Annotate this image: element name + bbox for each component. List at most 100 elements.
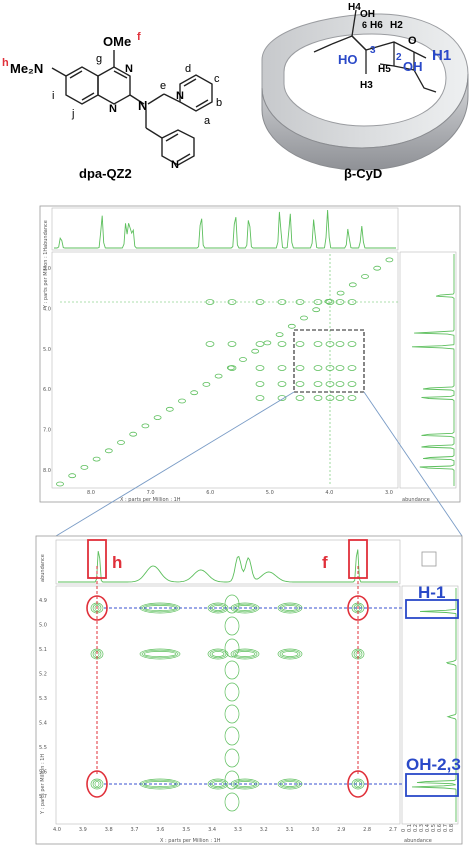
zoom-ridge-peak xyxy=(224,770,240,790)
dpa-qz2-structure xyxy=(51,50,213,166)
zoom-cross-peak xyxy=(139,648,181,660)
zoom-cross-peak xyxy=(234,651,256,657)
atom-o: O xyxy=(408,35,417,47)
atom-h5: H5 xyxy=(378,64,391,75)
cross-peak xyxy=(255,365,265,371)
ring-n-2: N xyxy=(109,103,117,115)
zoom-corner-square xyxy=(421,551,437,567)
pyridine-n-2: N xyxy=(171,159,179,171)
x-tick-full: 3.0 xyxy=(385,490,393,496)
diagonal-peak xyxy=(348,282,357,288)
zoom-y-tick: 5.1 xyxy=(39,647,47,653)
zoom-x-tick: 3.0 xyxy=(311,827,319,833)
zoom-projection-top xyxy=(55,539,401,585)
atom-c2: 2 xyxy=(396,52,402,63)
cross-peak xyxy=(335,395,345,401)
box-h1 xyxy=(405,599,459,619)
zoom-x-tick: 2.9 xyxy=(337,827,345,833)
zoom-y-tick: 5.7 xyxy=(39,794,47,800)
pos-g: g xyxy=(96,53,102,65)
pos-j: j xyxy=(71,108,74,120)
tag-f: f xyxy=(137,31,141,43)
zoom-right-tick: 0.2 xyxy=(413,824,419,832)
zoom-cross-peak xyxy=(230,648,260,660)
x-axis-label-full: X : parts per Million : 1H xyxy=(120,497,181,503)
zoom-cross-peak xyxy=(141,649,179,659)
zoom-y-axis-label: Y : parts per Million : 1H xyxy=(40,754,46,815)
zoom-right-tick: 0 xyxy=(401,829,407,832)
pos-d: d xyxy=(185,63,191,75)
zoom-cross-peak xyxy=(279,649,301,659)
zoom-projection-right xyxy=(401,585,459,825)
zoom-x-tick: 3.8 xyxy=(105,827,113,833)
label-h: h xyxy=(112,553,122,572)
tag-h: h xyxy=(2,57,9,69)
molecule-name-right: β-CyD xyxy=(344,166,382,181)
atom-c3: 3 xyxy=(370,45,376,56)
glucose-labels: H4 OH 6 H6 H2 O H1 HO 3 2 OH H3 H5 xyxy=(338,2,451,91)
zoom-x-tick: 3.5 xyxy=(182,827,190,833)
y-tick-full: 7.0 xyxy=(43,428,51,434)
y-tick-full: 8.0 xyxy=(43,468,51,474)
zoom-cross-peak xyxy=(92,779,102,789)
zoom-cross-peak xyxy=(207,778,229,790)
zoom-ridge-peak xyxy=(224,726,240,746)
y-ticks-full: 3.0 4.0 5.0 6.0 7.0 8.0 xyxy=(43,266,51,474)
diagonal-peak xyxy=(324,299,333,304)
me2n-group: Me₂N xyxy=(10,61,43,76)
glucose-unit xyxy=(313,9,437,93)
ellipse-h-h1 xyxy=(86,595,108,621)
beta-cyd-torus xyxy=(261,13,469,171)
x-tick-full: 8.0 xyxy=(87,490,95,496)
zoom-x-tick: 3.4 xyxy=(208,827,216,833)
cross-peak xyxy=(313,381,323,387)
zoom-x-tick: 3.9 xyxy=(79,827,87,833)
zoom-x-tick: 3.6 xyxy=(156,827,164,833)
cross-peak xyxy=(295,381,305,387)
label-oh23: OH-2,3 xyxy=(406,755,461,774)
zoom-x-tick: 3.7 xyxy=(131,827,139,833)
zoom-cross-peak xyxy=(207,648,229,660)
cross-peak xyxy=(205,341,215,347)
atom-oh-6: OH xyxy=(360,9,375,20)
atom-h1: H1 xyxy=(432,47,451,64)
zoom-ridge-peak xyxy=(224,792,240,812)
zoom-y-tick: 4.9 xyxy=(39,598,47,604)
molecule-panel: h Me₂N OMe f N N N N N g i j e d c b a d… xyxy=(2,2,469,181)
zoom-cross-peak xyxy=(207,602,229,614)
projection-top xyxy=(51,207,399,251)
zoom-y-tick: 5.3 xyxy=(39,696,47,702)
ring-n-1: N xyxy=(125,63,133,75)
molecule-name-left: dpa-QZ2 xyxy=(79,166,132,181)
label-h1: H-1 xyxy=(418,583,445,602)
zoom-right-tick: 0.5 xyxy=(431,824,437,832)
cross-peak xyxy=(347,395,357,401)
cross-peak xyxy=(277,341,287,347)
box-h-peak xyxy=(87,539,107,579)
zoom-cross-peak xyxy=(211,651,225,657)
box-f-peak xyxy=(348,539,368,579)
x-tick-full: 5.0 xyxy=(266,490,274,496)
atom-h6: H6 xyxy=(370,20,383,31)
label-f: f xyxy=(322,553,328,572)
cross-peak xyxy=(227,341,237,347)
cross-peak xyxy=(347,381,357,387)
plot-area-full xyxy=(51,251,399,489)
pyridine-n-1: N xyxy=(176,90,184,102)
ellipse-h-oh xyxy=(86,770,108,798)
y-axis-label-full: Y : parts per Million : 1H xyxy=(43,248,49,309)
zoom-x-tick: 3.3 xyxy=(234,827,242,833)
zoom-x-tick: 4.0 xyxy=(53,827,61,833)
cross-peak xyxy=(335,341,345,347)
zoom-y-ticks: 4.9 5.0 5.1 5.2 5.3 5.4 5.5 5.6 5.7 xyxy=(39,598,47,800)
zoom-x-tick: 3.1 xyxy=(286,827,294,833)
zoom-ridge-peak xyxy=(224,660,240,680)
zoom-cross-peak xyxy=(232,649,258,659)
abundance-label-right: abundance xyxy=(402,497,430,503)
atom-6: 6 xyxy=(362,20,367,30)
zoom-x-tick: 2.7 xyxy=(389,827,397,833)
zoom-y-tick: 5.2 xyxy=(39,672,47,678)
y-tick-full: 3.0 xyxy=(43,266,51,272)
cross-peak xyxy=(277,381,287,387)
zoom-cross-peak xyxy=(143,651,177,657)
